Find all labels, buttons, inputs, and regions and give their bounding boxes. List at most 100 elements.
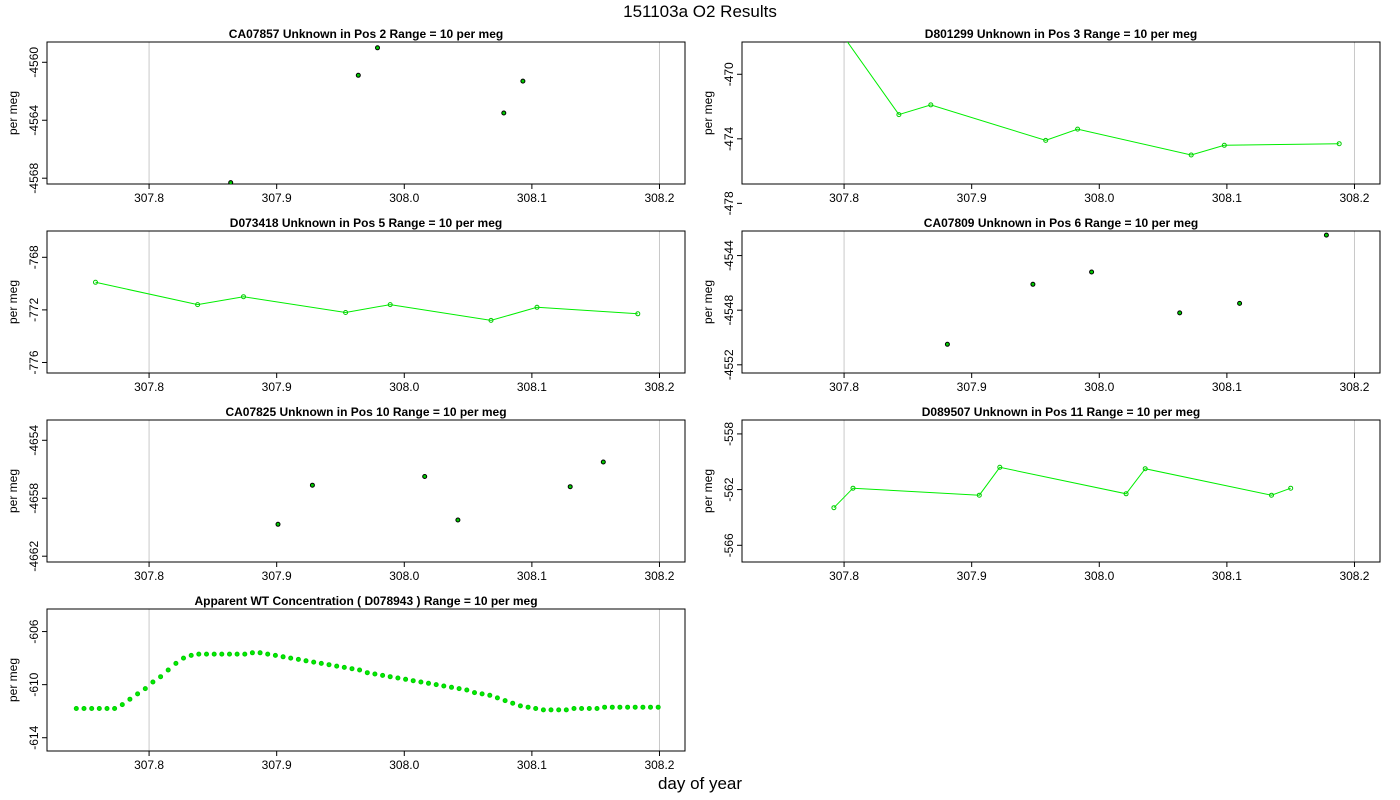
data-point (355, 72, 361, 78)
y-tick-label: -4658 (27, 483, 41, 514)
x-tick-label: 308.1 (517, 191, 547, 205)
data-point (403, 676, 409, 682)
chart-panel-1: CA07857 Unknown in Pos 2 Range = 10 per … (6, 27, 686, 205)
data-point (488, 317, 494, 323)
data-point (318, 660, 324, 666)
data-point (556, 707, 562, 713)
data-point (387, 302, 393, 308)
data-point (249, 650, 255, 656)
y-tick-label: -606 (27, 619, 41, 643)
data-point (195, 302, 201, 308)
chart-panel-5: CA07825 Unknown in Pos 10 Range = 10 per… (6, 405, 686, 583)
x-tick-label: 308.0 (1084, 569, 1114, 583)
data-point (441, 683, 447, 689)
plot-frame (741, 41, 1381, 185)
data-point (265, 651, 271, 657)
x-tick-label: 308.2 (644, 191, 674, 205)
data-point (1188, 152, 1194, 158)
x-tick-label: 308.2 (1339, 380, 1369, 394)
data-point (387, 674, 393, 680)
data-point (142, 686, 148, 692)
data-point (548, 707, 554, 713)
x-tick-label: 308.1 (1212, 569, 1242, 583)
y-axis-label: per meg (6, 469, 20, 513)
y-tick-label: -558 (722, 422, 736, 446)
x-tick-label: 308.1 (517, 569, 547, 583)
data-point (364, 670, 370, 676)
data-point (295, 656, 301, 662)
x-tick-label: 307.9 (957, 191, 987, 205)
x-tick-label: 308.2 (644, 569, 674, 583)
y-tick-label: -4568 (27, 163, 41, 194)
data-point (375, 45, 380, 51)
y-tick-label: -4662 (27, 541, 41, 572)
data-point (89, 706, 95, 711)
y-tick-label: -562 (722, 477, 736, 501)
y-tick-label: -474 (722, 126, 736, 150)
y-axis-label: per meg (701, 91, 715, 135)
data-point (349, 666, 355, 672)
x-tick-label: 307.9 (262, 569, 292, 583)
x-tick-label: 308.0 (389, 758, 419, 772)
data-point (1323, 232, 1329, 238)
data-point (211, 651, 217, 657)
data-point (510, 700, 516, 706)
data-point (395, 675, 401, 681)
series-line (95, 281, 638, 321)
panel-title: CA07857 Unknown in Pos 2 Range = 10 per … (229, 27, 503, 41)
chart-panel-7: Apparent WT Concentration ( D078943 ) Ra… (6, 594, 686, 772)
data-point (112, 706, 118, 711)
data-point (648, 704, 653, 710)
x-tick-label: 307.8 (829, 569, 859, 583)
chart-panel-4: CA07809 Unknown in Pos 6 Range = 10 per … (701, 216, 1381, 394)
x-tick-label: 307.8 (134, 191, 164, 205)
data-point (602, 704, 608, 710)
x-tick-label: 307.9 (262, 191, 292, 205)
series-line (846, 42, 1340, 156)
data-point (494, 695, 500, 701)
x-tick-label: 308.0 (1084, 380, 1114, 394)
data-point (976, 492, 982, 498)
data-point (831, 505, 837, 511)
data-point (1288, 485, 1294, 491)
chart-panel-6: D089507 Unknown in Pos 11 Range = 10 per… (701, 405, 1381, 583)
data-point (196, 651, 202, 657)
y-tick-label: -614 (27, 725, 41, 749)
data-point (81, 706, 87, 711)
x-tick-label: 308.0 (389, 191, 419, 205)
data-point (1123, 491, 1129, 497)
data-layer (944, 232, 1329, 347)
data-point (158, 674, 164, 680)
x-tick-label: 307.9 (957, 380, 987, 394)
data-point (479, 691, 485, 697)
data-point (357, 667, 363, 673)
data-point (272, 652, 278, 658)
data-point (1142, 466, 1148, 472)
data-point (93, 279, 98, 285)
data-point (517, 703, 523, 709)
data-point (234, 651, 240, 657)
data-point (579, 706, 585, 711)
data-point (525, 704, 531, 710)
x-tick-label: 307.8 (829, 191, 859, 205)
plot-frame (46, 419, 686, 563)
data-point (533, 706, 539, 711)
data-point (326, 662, 332, 668)
data-point (944, 341, 950, 347)
data-point (334, 663, 340, 669)
y-tick-label: -768 (27, 245, 41, 269)
y-tick-label: -478 (722, 191, 736, 215)
x-tick-label: 308.2 (1339, 569, 1369, 583)
data-point (73, 706, 79, 711)
panel-title: D089507 Unknown in Pos 11 Range = 10 per… (922, 405, 1200, 419)
data-point (181, 655, 186, 661)
data-point (380, 672, 386, 678)
data-point (640, 704, 646, 710)
data-point (410, 678, 416, 684)
x-tick-label: 308.0 (1084, 191, 1114, 205)
data-point (1269, 492, 1274, 498)
y-tick-label: -4544 (722, 240, 736, 271)
data-layer (275, 459, 606, 527)
data-point (1336, 141, 1342, 147)
